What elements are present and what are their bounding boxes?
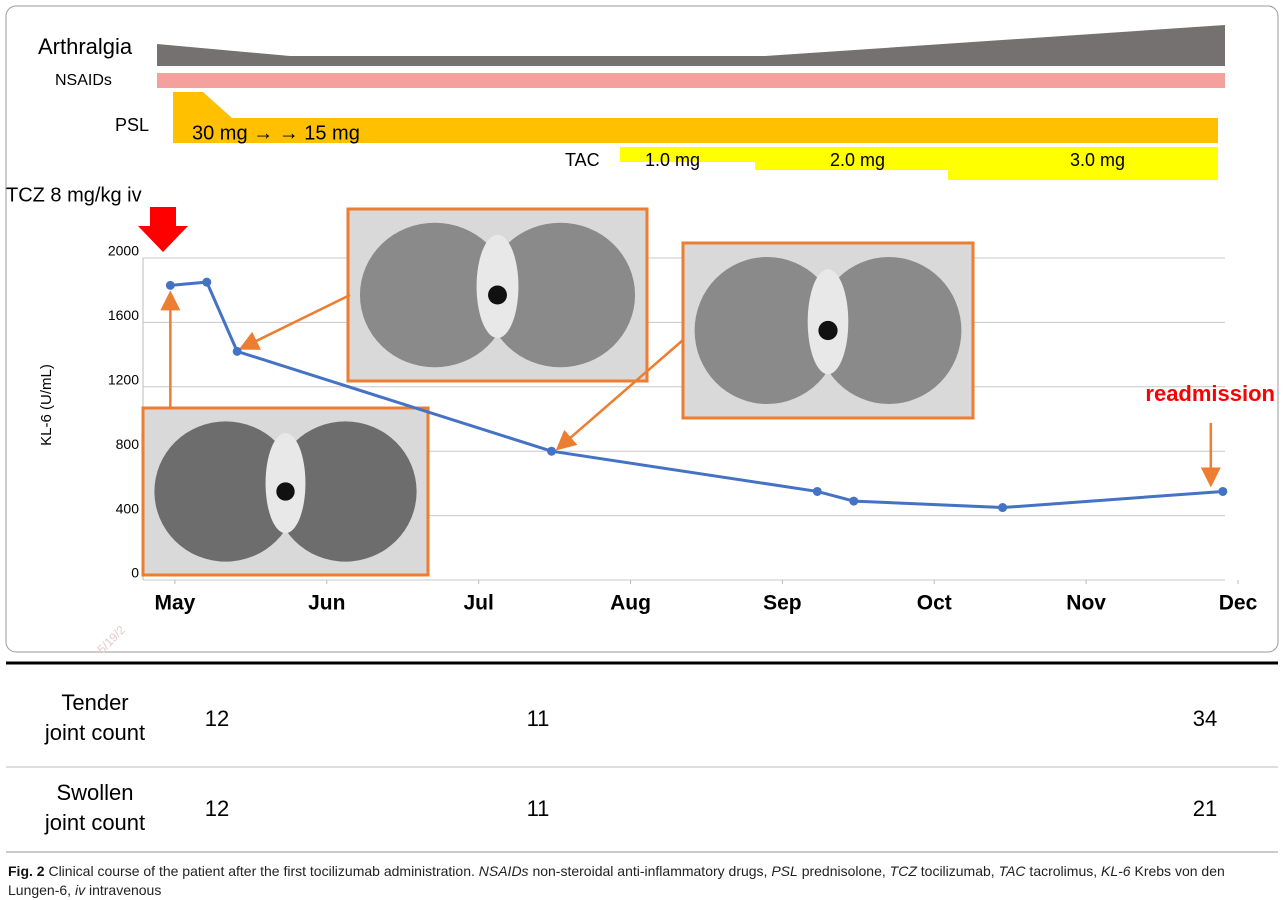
figure: Arthralgia NSAIDs PSL 30 mg → → 15 mg TA… — [0, 0, 1285, 862]
caption-text: KL-6 — [1101, 863, 1131, 879]
x-tick-label: Oct — [917, 592, 952, 615]
y-tick-label: 400 — [116, 500, 140, 516]
nsaids-bar — [157, 73, 1225, 88]
tcz-arrow — [138, 207, 188, 252]
ct-trachea — [488, 286, 507, 305]
row-label: Swollen — [56, 780, 133, 805]
pointer-arrow — [243, 295, 350, 347]
arthralgia-bar — [157, 25, 1225, 66]
psl-dose: 30 mg → → 15 mg — [192, 122, 360, 144]
caption-text: Clinical course of the patient after the… — [45, 863, 479, 879]
cell-value: 34 — [1193, 706, 1217, 731]
x-tick-label: Dec — [1219, 592, 1258, 615]
caption-text: TAC — [999, 863, 1026, 879]
tac-dose: 1.0 mg — [645, 150, 700, 170]
row-label: joint count — [44, 810, 145, 835]
tcz-label: TCZ 8 mg/kg iv — [6, 184, 142, 206]
x-tick-label: Jul — [463, 592, 493, 615]
y-axis-label: KL-6 (U/mL) — [38, 364, 55, 446]
tac-dose: 2.0 mg — [830, 150, 885, 170]
x-tick-label: May — [154, 592, 195, 615]
caption-text: PSL — [771, 863, 797, 879]
kl6-point — [1218, 487, 1227, 496]
y-tick-label: 0 — [131, 565, 139, 581]
page: Arthralgia NSAIDs PSL 30 mg → → 15 mg TA… — [0, 0, 1285, 887]
row-label: joint count — [44, 720, 145, 745]
cell-value: 12 — [205, 796, 229, 821]
table: Tender joint count 12 11 34 Swollen joint coun… — [6, 663, 1278, 852]
tac-bar — [620, 147, 1218, 180]
ct-trachea — [276, 482, 294, 500]
cell-value: 12 — [205, 706, 229, 731]
tac-label: TAC — [565, 150, 600, 170]
caption-label: Fig. 2 — [8, 863, 45, 879]
kl6-point — [166, 281, 175, 290]
ct-image — [683, 243, 973, 418]
caption-text: tacrolimus, — [1026, 863, 1101, 879]
y-tick-label: 1600 — [108, 307, 139, 323]
caption-text: iv — [75, 882, 85, 898]
kl6-point — [849, 497, 858, 506]
caption-text: non-steroidal anti-inflammatory drugs, — [529, 863, 772, 879]
ct-image — [143, 408, 428, 575]
x-tick-label: Sep — [763, 592, 802, 615]
annotation: readmission — [1145, 381, 1275, 406]
cell-value: 21 — [1193, 796, 1217, 821]
caption-text: TCZ — [890, 863, 917, 879]
kl6-point — [202, 278, 211, 287]
caption-text: tocilizumab, — [917, 863, 999, 879]
ct-trachea — [818, 321, 837, 340]
caption: Fig. 2 Clinical course of the patient af… — [8, 862, 1273, 900]
plot-area: 0 400 800 1200 1600 2000 May Jun Jul Aug Sep Oct Nov… — [38, 209, 1275, 656]
kl6-point — [998, 503, 1007, 512]
caption-text: NSAIDs — [479, 863, 529, 879]
row-label: Tender — [61, 690, 128, 715]
tac-dose: 3.0 mg — [1070, 150, 1125, 170]
y-tick-label: 2000 — [108, 243, 139, 259]
y-tick-label: 1200 — [108, 372, 139, 388]
kl6-point — [233, 347, 242, 356]
ct-image — [348, 209, 647, 381]
x-tick-label: Jun — [308, 592, 345, 615]
caption-text: intravenous — [85, 882, 161, 898]
kl6-point — [813, 487, 822, 496]
nsaids-label: NSAIDs — [55, 72, 112, 89]
x-tick-label: Nov — [1066, 592, 1106, 615]
watermark: 5/19/2 — [94, 623, 128, 657]
psl-label: PSL — [115, 115, 149, 135]
arthralgia-label: Arthralgia — [38, 34, 133, 59]
x-tick-label: Aug — [610, 592, 651, 615]
kl6-point — [547, 447, 556, 456]
cell-value: 11 — [527, 706, 550, 731]
caption-text: prednisolone, — [798, 863, 890, 879]
cell-value: 11 — [527, 796, 550, 821]
y-tick-label: 800 — [116, 436, 140, 452]
